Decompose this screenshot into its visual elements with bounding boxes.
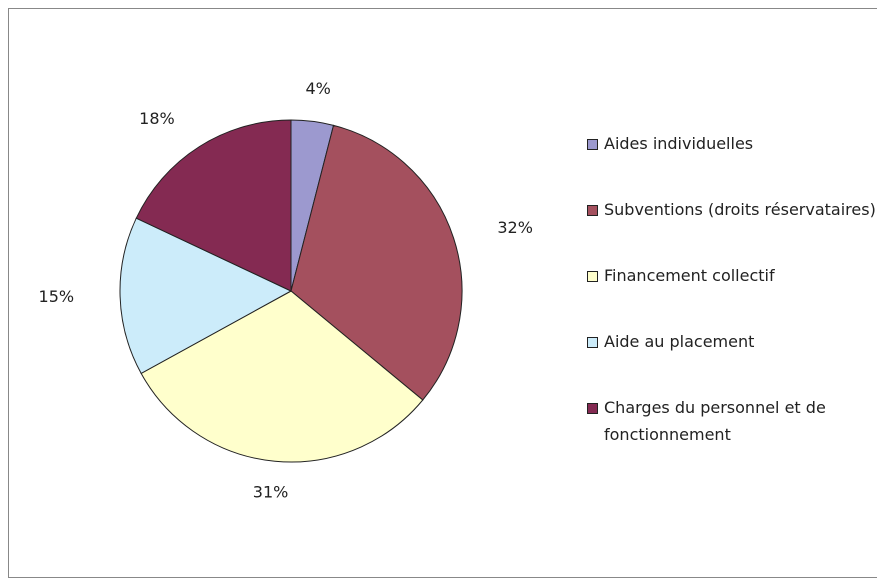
legend-item: Financement collectif	[586, 262, 877, 328]
legend-item: Aides individuelles	[586, 130, 877, 196]
pie-slice	[140, 290, 424, 463]
pie-slice	[290, 124, 463, 401]
legend-label: Aide au placement	[604, 332, 755, 351]
legend-swatch	[587, 205, 598, 216]
pie-slice	[119, 217, 293, 375]
legend-label: Financement collectif	[604, 266, 775, 285]
legend-label: Charges du personnel et de fonctionnemen…	[604, 398, 826, 444]
data-label: 18%	[139, 109, 175, 128]
data-label: 32%	[497, 218, 533, 237]
data-label: 31%	[253, 483, 289, 502]
legend-swatch	[587, 403, 598, 414]
data-label: 15%	[39, 287, 75, 306]
legend-label: Aides individuelles	[604, 134, 754, 153]
legend-item: Aide au placement	[586, 328, 877, 394]
data-label: 4%	[306, 79, 331, 98]
legend-swatch	[587, 271, 598, 282]
legend: Aides individuelles Subventions (droits r…	[586, 130, 877, 460]
legend-item: Subventions (droits réservataires)	[586, 196, 877, 262]
legend-swatch	[587, 139, 598, 150]
legend-label: Subventions (droits réservataires)	[604, 200, 876, 219]
legend-item: Charges du personnel et de fonctionnemen…	[586, 394, 877, 460]
legend-swatch	[587, 337, 598, 348]
pie-slice	[135, 119, 292, 292]
